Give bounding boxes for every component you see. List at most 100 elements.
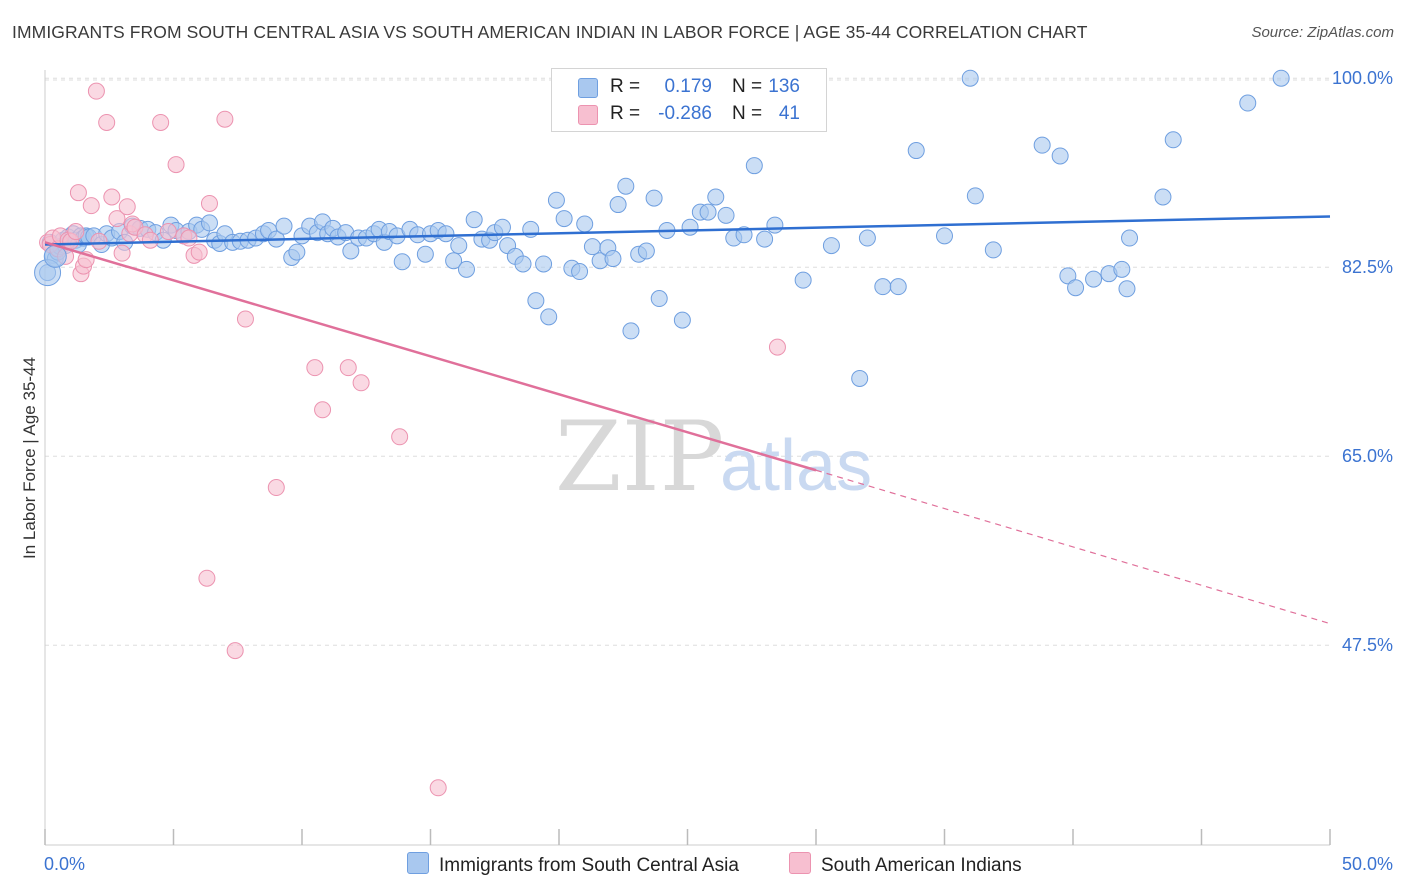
blue-point — [889, 278, 907, 296]
pink-point — [352, 374, 370, 392]
blue-point — [609, 196, 627, 214]
blue-point — [1067, 279, 1085, 297]
blue-point — [393, 253, 411, 271]
pink-point — [226, 642, 244, 660]
blue-point — [1239, 94, 1257, 112]
blue-point — [858, 229, 876, 247]
blue-point — [583, 238, 601, 256]
blue-point — [907, 142, 925, 160]
blue-point — [1121, 229, 1139, 247]
pink-point — [90, 232, 108, 250]
legend-row-blue: R = 0.179 N = 136 — [552, 73, 826, 101]
blue-point — [745, 157, 763, 175]
pink-trend-line — [44, 241, 817, 472]
blue-point — [437, 225, 455, 243]
pink-point — [200, 194, 218, 212]
legend-n-value: 41 — [778, 103, 800, 124]
pink-point — [768, 338, 786, 356]
bottom-legend-blue: Immigrants from South Central Asia — [407, 852, 739, 877]
blue-point — [822, 237, 840, 255]
blue-point — [555, 210, 573, 228]
blue-point — [275, 217, 293, 235]
pink-point — [429, 779, 447, 797]
blue-point — [936, 227, 953, 245]
legend-n-value: 136 — [768, 76, 800, 97]
blue-point — [1085, 270, 1103, 288]
pink-point — [118, 198, 136, 216]
pink-point — [216, 110, 234, 128]
watermark-atlas: atlas — [720, 426, 872, 506]
blue-point — [342, 242, 360, 260]
blue-point — [766, 216, 784, 234]
pink-point — [69, 184, 87, 202]
legend-n-label: N = — [732, 103, 763, 124]
blue-point — [457, 260, 475, 278]
blue-points — [39, 69, 1290, 387]
pink-point — [103, 188, 121, 206]
blue-point — [851, 369, 869, 387]
y-axis-label: In Labor Force | Age 35-44 — [20, 357, 39, 559]
watermark-zip: ZIP — [555, 401, 724, 513]
blue-point — [717, 206, 735, 224]
blue-trend-line — [44, 215, 1331, 246]
legend-r-value: -0.286 — [658, 103, 712, 124]
pink-point — [339, 359, 357, 377]
pink-swatch — [789, 852, 811, 874]
blue-swatch — [578, 78, 598, 98]
blue-point — [445, 252, 463, 270]
y-tick-label: 82.5% — [1342, 257, 1393, 277]
blue-point — [465, 211, 483, 229]
blue-point — [450, 237, 468, 255]
blue-point — [617, 177, 635, 195]
pink-point — [391, 428, 409, 446]
pink-swatch — [578, 105, 598, 125]
correlation-legend: R = 0.179 N = 136 R = -0.286 N = 41 — [551, 68, 827, 132]
blue-point — [576, 215, 594, 233]
blue-point — [707, 188, 725, 206]
pink-point — [87, 82, 105, 100]
x-tick-label: 0.0% — [44, 854, 85, 874]
blue-point — [1033, 136, 1051, 154]
blue-point — [622, 322, 640, 340]
blue-swatch — [407, 852, 429, 874]
bottom-legend-blue-label: Immigrants from South Central Asia — [439, 855, 739, 876]
y-tick-label: 100.0% — [1332, 68, 1393, 88]
pink-point — [306, 359, 324, 377]
blue-point — [547, 191, 565, 209]
pink-point — [67, 223, 85, 241]
blue-point — [527, 292, 545, 310]
bottom-legend-pink-label: South American Indians — [821, 855, 1022, 876]
blue-point — [735, 226, 753, 244]
pink-point — [108, 210, 126, 228]
chart-title: IMMIGRANTS FROM SOUTH CENTRAL ASIA VS SO… — [12, 22, 1088, 42]
blue-point — [540, 308, 558, 326]
blue-point — [961, 69, 979, 87]
blue-point — [756, 230, 774, 248]
y-tick-label: 65.0% — [1342, 446, 1393, 466]
legend-row-pink: R = -0.286 N = 41 — [552, 100, 826, 128]
pink-point — [180, 229, 198, 247]
pink-point — [152, 113, 170, 131]
pink-point — [113, 244, 131, 262]
blue-point — [493, 218, 511, 236]
pink-point — [159, 223, 177, 241]
pink-point — [167, 156, 185, 174]
blue-point — [966, 187, 984, 205]
blue-point — [1154, 188, 1172, 206]
blue-point — [1051, 147, 1069, 165]
pink-point — [314, 401, 332, 419]
legend-r-label: R = — [610, 76, 641, 97]
blue-point — [200, 214, 218, 232]
blue-point — [514, 255, 532, 273]
blue-point — [535, 255, 553, 273]
source-credit: Source: ZipAtlas.com — [1251, 24, 1394, 41]
legend-n-label: N = — [732, 76, 763, 97]
blue-point — [1118, 280, 1136, 298]
blue-point — [571, 263, 589, 281]
y-tick-label: 47.5% — [1342, 635, 1393, 655]
pink-point — [236, 310, 254, 328]
blue-point — [794, 271, 812, 289]
pink-point — [190, 243, 208, 261]
pink-points — [39, 69, 786, 797]
blue-point — [604, 250, 622, 268]
